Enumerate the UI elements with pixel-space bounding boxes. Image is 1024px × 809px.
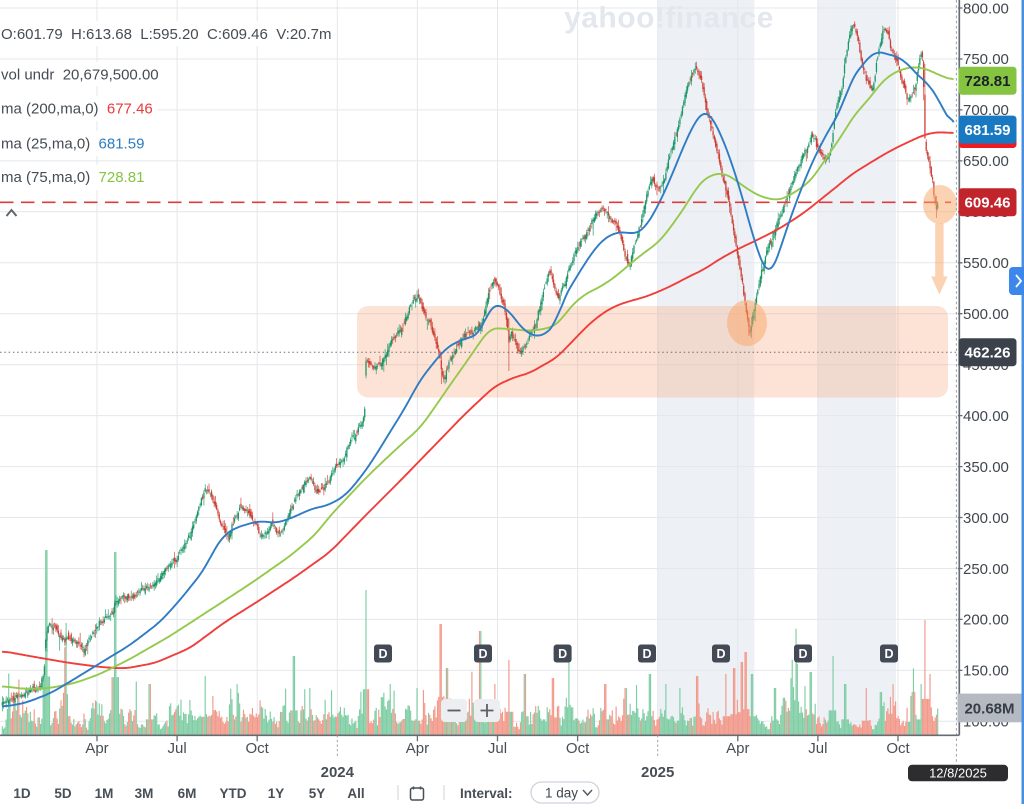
svg-text:500.00: 500.00	[963, 306, 1009, 323]
svg-text:O:601.79 H:613.68 L:595.20: O:601.79 H:613.68 L:595.20 C:609.46 V:20…	[1, 26, 332, 43]
svg-text:ma (25,ma,0) 681.59: ma (25,ma,0) 681.59	[1, 136, 144, 153]
svg-text:Oct: Oct	[566, 740, 590, 757]
svg-text:Apr: Apr	[726, 740, 749, 757]
svg-text:ma (75,ma,0) 728.81: ma (75,ma,0) 728.81	[1, 169, 144, 186]
svg-text:609.46: 609.46	[965, 195, 1011, 212]
svg-text:1 day: 1 day	[545, 786, 578, 801]
svg-text:D: D	[716, 647, 725, 661]
svg-text:250.00: 250.00	[963, 561, 1009, 578]
svg-text:D: D	[884, 647, 893, 661]
svg-text:150.00: 150.00	[963, 663, 1009, 680]
svg-text:2024: 2024	[321, 764, 355, 781]
svg-text:6M: 6M	[178, 786, 197, 801]
svg-text:Interval:: Interval:	[460, 786, 513, 801]
svg-text:681.59: 681.59	[965, 122, 1011, 139]
svg-text:2025: 2025	[641, 764, 674, 781]
svg-text:1D: 1D	[13, 786, 31, 801]
svg-text:D: D	[378, 647, 387, 661]
svg-text:5D: 5D	[54, 786, 72, 801]
svg-text:ma (200,ma,0) 677.46: ma (200,ma,0) 677.46	[1, 101, 153, 118]
svg-text:462.26: 462.26	[965, 345, 1011, 362]
svg-text:Apr: Apr	[85, 740, 108, 757]
svg-text:550.00: 550.00	[963, 255, 1009, 272]
svg-text:3M: 3M	[135, 786, 154, 801]
svg-text:400.00: 400.00	[963, 408, 1009, 425]
svg-text:1M: 1M	[95, 786, 114, 801]
svg-text:Jul: Jul	[808, 740, 827, 757]
svg-text:D: D	[558, 647, 567, 661]
svg-text:Apr: Apr	[406, 740, 429, 757]
svg-text:200.00: 200.00	[963, 612, 1009, 629]
svg-text:650.00: 650.00	[963, 153, 1009, 170]
svg-text:5Y: 5Y	[309, 786, 326, 801]
svg-text:D: D	[478, 647, 487, 661]
svg-text:300.00: 300.00	[963, 510, 1009, 527]
svg-text:12/8/2025: 12/8/2025	[929, 765, 987, 780]
svg-text:YTD: YTD	[220, 786, 247, 801]
svg-text:Jul: Jul	[168, 740, 187, 757]
svg-text:Jul: Jul	[488, 740, 507, 757]
svg-text:Oct: Oct	[886, 740, 910, 757]
svg-text:D: D	[642, 647, 651, 661]
svg-text:vol undr 20,679,500.00: vol undr 20,679,500.00	[1, 66, 159, 83]
svg-text:yahoo!finance: yahoo!finance	[564, 2, 774, 35]
svg-text:All: All	[347, 786, 364, 801]
svg-text:350.00: 350.00	[963, 459, 1009, 476]
svg-text:728.81: 728.81	[965, 73, 1011, 90]
svg-text:750.00: 750.00	[963, 51, 1009, 68]
svg-text:800.00: 800.00	[963, 0, 1009, 17]
svg-text:D: D	[798, 647, 807, 661]
svg-text:20.68M: 20.68M	[964, 700, 1014, 717]
svg-text:1Y: 1Y	[268, 786, 285, 801]
svg-text:Oct: Oct	[246, 740, 270, 757]
